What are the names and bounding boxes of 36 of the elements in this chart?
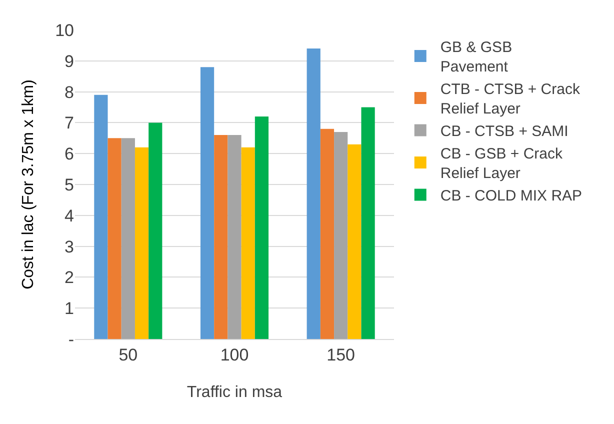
y-tick-label: - [68, 330, 74, 349]
y-tick-label: 3 [64, 237, 74, 256]
bar [254, 116, 269, 339]
y-axis-title: Cost in lac (For 3.75m x 1km) [20, 80, 37, 290]
bar [228, 135, 242, 339]
bar [241, 147, 255, 339]
y-tick-label: 9 [64, 52, 74, 71]
bar [148, 122, 162, 339]
bar [306, 48, 320, 339]
x-axis-title: Traffic in msa [186, 384, 282, 401]
bar [200, 67, 214, 339]
legend-label: GB & GSB Pavement [440, 39, 512, 76]
legend-label: CB - GSB + Crack Relief Layer [440, 146, 563, 182]
bar [348, 144, 362, 339]
bar [94, 94, 108, 339]
x-tick-label: 50 [118, 345, 138, 364]
y-tick-label: 4 [64, 206, 74, 226]
x-tick-label: 150 [326, 345, 356, 364]
bar [121, 138, 135, 339]
y-tick-label: 6 [64, 144, 74, 164]
bar [361, 107, 375, 339]
legend-label: CB - CTSB + SAMI [440, 123, 568, 140]
bar [320, 128, 334, 339]
bar [214, 135, 228, 339]
y-tick-label: 10 [55, 20, 74, 40]
bar [134, 147, 149, 339]
y-tick-label: 8 [64, 82, 74, 102]
x-tick-label: 100 [220, 345, 249, 364]
y-tick-label: 2 [64, 268, 74, 288]
bar [108, 138, 122, 339]
bar [334, 132, 348, 339]
legend-label: CB - COLD MIX RAP [440, 188, 582, 205]
y-tick-label: 7 [64, 114, 74, 133]
y-tick-label: 5 [64, 175, 74, 194]
y-tick-label: 1 [64, 299, 74, 318]
legend-label: CTB - CTSB + Crack Relief Layer [440, 81, 580, 118]
